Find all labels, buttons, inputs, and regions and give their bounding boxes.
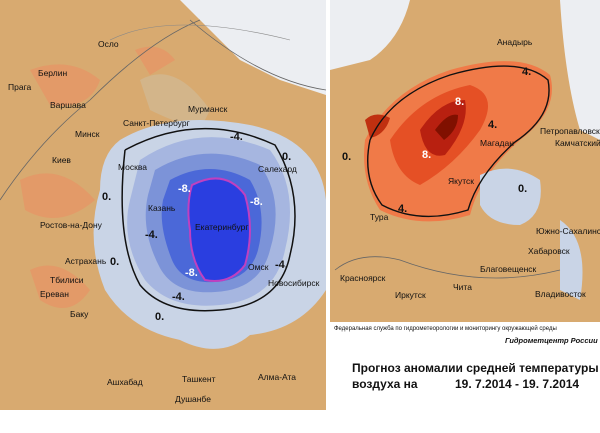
city-label: Магадан <box>480 138 514 148</box>
contour-label: -4. <box>172 291 185 303</box>
city-label: Южно-Сахалинск <box>536 226 600 236</box>
cold-core <box>187 177 251 282</box>
city-label: Минск <box>75 129 100 139</box>
contour-label: -4. <box>230 131 243 143</box>
city-label: Благовещенск <box>480 264 537 274</box>
footer: Федеральная служба по гидрометеорологии … <box>334 325 599 391</box>
warm-core <box>435 114 458 140</box>
city-label: Владивосток <box>535 289 586 299</box>
city-label: Салехард <box>258 164 297 174</box>
warm-patch <box>20 46 175 309</box>
city-label: Берлин <box>38 68 67 78</box>
cold-region <box>560 220 583 300</box>
city-label: Хабаровск <box>528 246 570 256</box>
city-label: Петропавловск <box>540 126 600 136</box>
contour-label: 0. <box>282 151 291 163</box>
city-label: Прага <box>8 82 31 92</box>
contour-label: -8. <box>250 196 263 208</box>
contour-label: 0. <box>342 151 351 163</box>
left-contours: -4. 0. 0. -4. -8. -8. -8. -4. -4. 0. 0. <box>102 131 291 323</box>
city-label: Екатеринбург <box>195 222 248 232</box>
contour-label: 0. <box>155 311 164 323</box>
city-label: Москва <box>118 162 147 172</box>
left-map <box>0 0 327 410</box>
forecast-title: Прогноз аномалии средней температуры <box>352 361 599 375</box>
border <box>0 19 327 201</box>
city-label: Астрахань <box>65 256 107 266</box>
right-contours: 4. 8. 8. 4. 4. 0. 0. <box>342 66 531 215</box>
city-label: Осло <box>98 39 119 49</box>
isoline <box>121 127 296 312</box>
border <box>334 256 561 279</box>
city-label: Ташкент <box>182 374 216 384</box>
city-label: Тбилиси <box>50 275 84 285</box>
city-label: Омск <box>248 262 269 272</box>
city-label: Баку <box>70 309 89 319</box>
cold-region <box>480 168 541 225</box>
left-cities: Осло Берлин Прага Варшава Минск Санкт-Пе… <box>8 39 320 404</box>
city-label: Ереван <box>40 289 69 299</box>
forecast-subtitle: воздуха на <box>352 377 418 391</box>
forecast-dates: 19. 7.2014 - 19. 7.2014 <box>455 377 579 391</box>
city-label: Ашхабад <box>107 377 143 387</box>
city-label: Киев <box>52 155 71 165</box>
city-label: Алма-Ата <box>258 372 296 382</box>
contour-label: 0. <box>518 183 527 195</box>
city-label: Чита <box>453 282 472 292</box>
right-cities: Анадырь Петропавловск Камчатский Магадан… <box>340 37 600 300</box>
contour-label: 4. <box>522 66 531 78</box>
contour-label: -8. <box>185 267 198 279</box>
organization: Гидрометцентр России <box>505 336 598 345</box>
city-label: Камчатский <box>555 138 600 148</box>
contour-label: -4. <box>145 229 158 241</box>
contour-label: 8. <box>422 149 431 161</box>
right-map <box>330 0 600 322</box>
city-label: Анадырь <box>497 37 533 47</box>
contour-label: -4. <box>275 259 288 271</box>
isoline <box>367 65 550 218</box>
city-label: Санкт-Петербург <box>123 118 190 128</box>
contour-label: -8. <box>178 183 191 195</box>
city-label: Казань <box>148 203 176 213</box>
contour-label: 0. <box>110 256 119 268</box>
city-label: Якутск <box>448 176 474 186</box>
arctic-sea <box>180 0 326 95</box>
contour-label: 4. <box>398 203 407 215</box>
city-label: Душанбе <box>175 394 211 404</box>
city-label: Мурманск <box>188 104 228 114</box>
city-label: Новосибирск <box>268 278 320 288</box>
contour-label: 4. <box>488 119 497 131</box>
arctic-sea <box>330 0 410 70</box>
meridian <box>109 24 291 41</box>
contour-label: 0. <box>102 191 111 203</box>
city-label: Тура <box>370 212 389 222</box>
city-label: Варшава <box>50 100 86 110</box>
city-label: Иркутск <box>395 290 426 300</box>
region <box>140 74 210 130</box>
agency: Федеральная служба по гидрометеорологии … <box>334 325 557 332</box>
city-label: Красноярск <box>340 273 386 283</box>
divider <box>326 0 330 433</box>
pacific <box>560 0 600 140</box>
contour-label: 8. <box>455 96 464 108</box>
city-label: Ростов-на-Дону <box>40 220 103 230</box>
